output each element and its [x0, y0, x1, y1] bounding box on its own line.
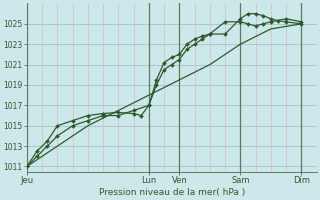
X-axis label: Pression niveau de la mer( hPa ): Pression niveau de la mer( hPa ) — [99, 188, 245, 197]
